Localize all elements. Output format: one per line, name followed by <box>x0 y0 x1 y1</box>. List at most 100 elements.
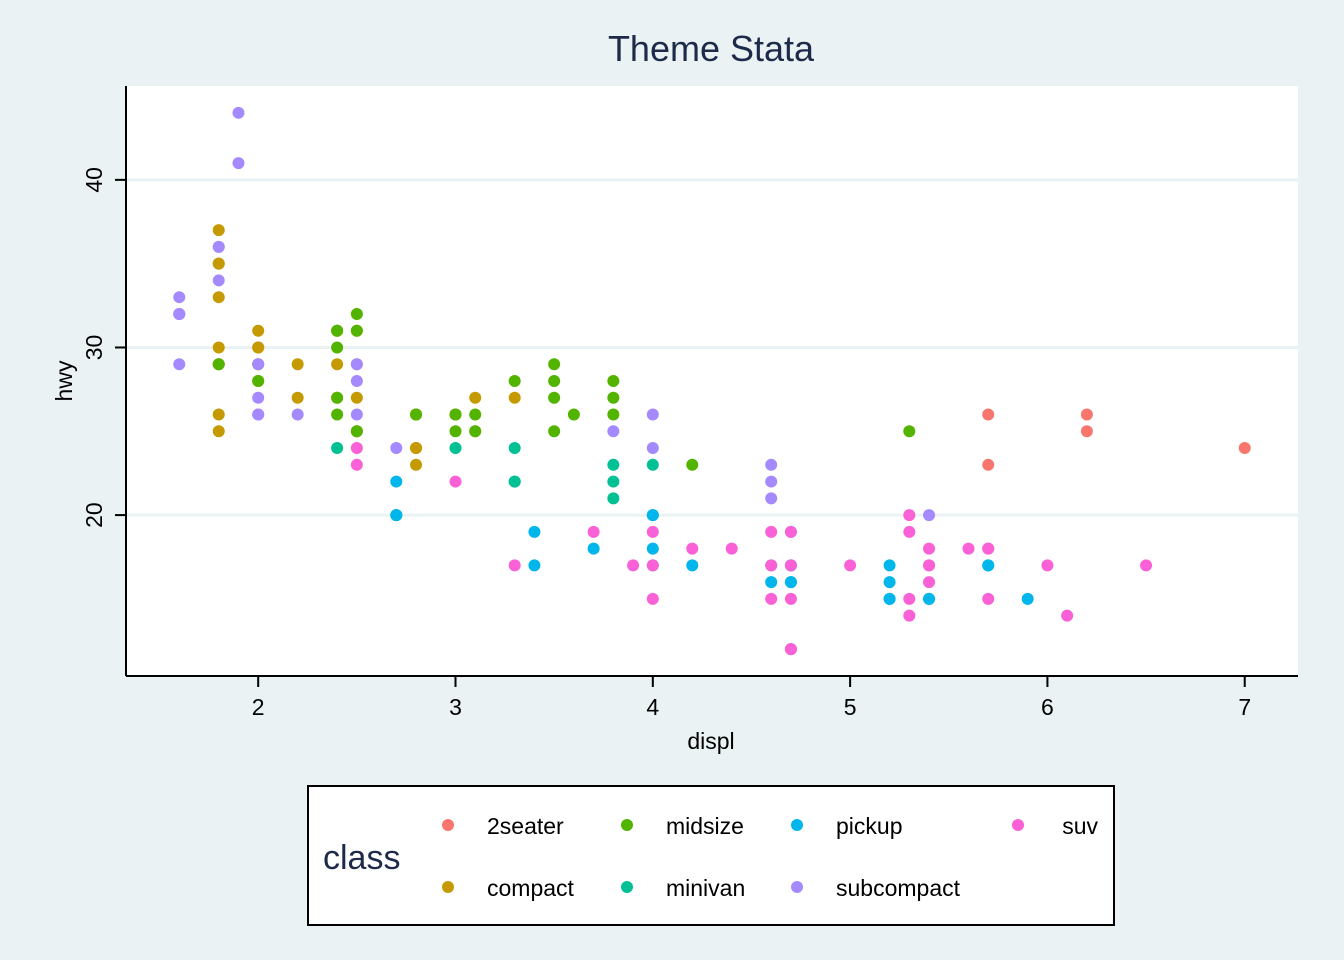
point-2seater <box>982 408 995 421</box>
point-suv <box>844 559 857 572</box>
point-suv <box>449 475 462 488</box>
point-compact <box>212 425 225 438</box>
point-midsize <box>567 408 580 421</box>
point-subcompact <box>232 106 245 119</box>
point-pickup <box>1021 592 1034 605</box>
point-pickup <box>646 542 659 555</box>
y-axis-ticks: 20 30 40 <box>81 167 126 528</box>
point-subcompact <box>765 458 778 471</box>
point-pickup <box>528 525 541 538</box>
point-suv <box>765 592 778 605</box>
point-suv <box>350 458 363 471</box>
y-tick-label: 20 <box>81 502 107 528</box>
data-points <box>173 106 1251 656</box>
point-suv <box>923 542 936 555</box>
point-suv <box>587 525 600 538</box>
point-minivan <box>607 458 620 471</box>
point-compact <box>212 291 225 304</box>
point-suv <box>765 525 778 538</box>
point-pickup <box>784 576 797 589</box>
point-suv <box>903 509 916 522</box>
x-tick-label: 5 <box>844 694 857 720</box>
point-midsize <box>469 425 482 438</box>
point-subcompact <box>173 307 186 320</box>
point-compact <box>410 442 423 455</box>
point-subcompact <box>350 408 363 421</box>
panel-background <box>126 86 1298 676</box>
point-midsize <box>331 391 344 404</box>
point-compact <box>350 391 363 404</box>
legend-label: 2seater <box>487 813 564 839</box>
x-axis-label: displ <box>687 728 734 754</box>
legend-key-2seater <box>442 819 454 831</box>
point-subcompact <box>291 408 304 421</box>
point-midsize <box>331 408 344 421</box>
point-subcompact <box>765 492 778 505</box>
point-midsize <box>607 375 620 387</box>
point-minivan <box>331 442 344 455</box>
point-2seater <box>1238 442 1251 455</box>
point-midsize <box>350 307 363 320</box>
point-midsize <box>449 408 462 421</box>
legend-label: compact <box>487 875 575 901</box>
legend-item-pickup: pickup <box>791 813 902 839</box>
point-compact <box>291 391 304 404</box>
point-midsize <box>686 458 699 471</box>
point-subcompact <box>212 274 225 287</box>
point-subcompact <box>646 408 659 421</box>
point-2seater <box>982 458 995 471</box>
point-suv <box>903 592 916 605</box>
point-subcompact <box>173 358 186 371</box>
legend-key-suv <box>1012 819 1024 831</box>
point-minivan <box>449 442 462 455</box>
point-subcompact <box>390 442 403 455</box>
chart-title: Theme Stata <box>608 28 815 69</box>
point-midsize <box>350 425 363 438</box>
point-minivan <box>508 475 521 488</box>
point-midsize <box>449 425 462 438</box>
legend-box <box>307 785 1115 926</box>
point-subcompact <box>173 291 186 304</box>
point-pickup <box>923 592 936 605</box>
point-midsize <box>548 391 561 404</box>
point-midsize <box>548 375 561 387</box>
point-midsize <box>331 341 344 354</box>
point-suv <box>903 525 916 538</box>
point-minivan <box>508 442 521 455</box>
point-suv <box>1061 609 1074 622</box>
point-compact <box>252 324 265 337</box>
point-midsize <box>903 425 916 438</box>
point-minivan <box>607 492 620 505</box>
point-suv <box>784 525 797 538</box>
legend-label: pickup <box>836 813 902 839</box>
legend-key-subcompact <box>791 881 803 893</box>
point-2seater <box>1080 425 1093 438</box>
legend-items: 2seater compact midsize minivan pickup subcom… <box>442 813 1098 901</box>
x-tick-label: 2 <box>252 694 265 720</box>
point-pickup <box>587 542 600 555</box>
point-pickup <box>883 576 896 589</box>
point-compact <box>331 358 344 371</box>
point-suv <box>784 643 797 656</box>
point-suv <box>350 442 363 455</box>
point-suv <box>1041 559 1054 572</box>
point-subcompact <box>765 475 778 488</box>
point-compact <box>291 358 304 371</box>
point-midsize <box>252 375 265 387</box>
point-midsize <box>212 358 225 371</box>
point-midsize <box>350 324 363 337</box>
legend-title: class <box>323 839 400 877</box>
legend-label: subcompact <box>836 875 961 901</box>
point-compact <box>212 341 225 354</box>
gridlines <box>126 178 1298 517</box>
point-suv <box>982 592 995 605</box>
point-midsize <box>410 408 423 421</box>
point-suv <box>646 592 659 605</box>
legend-label: minivan <box>666 875 745 901</box>
point-suv <box>1140 559 1153 572</box>
x-tick-label: 3 <box>449 694 462 720</box>
legend-item-subcompact: subcompact <box>791 875 961 901</box>
y-tick-label: 40 <box>81 167 107 193</box>
point-suv <box>627 559 640 572</box>
point-minivan <box>646 458 659 471</box>
